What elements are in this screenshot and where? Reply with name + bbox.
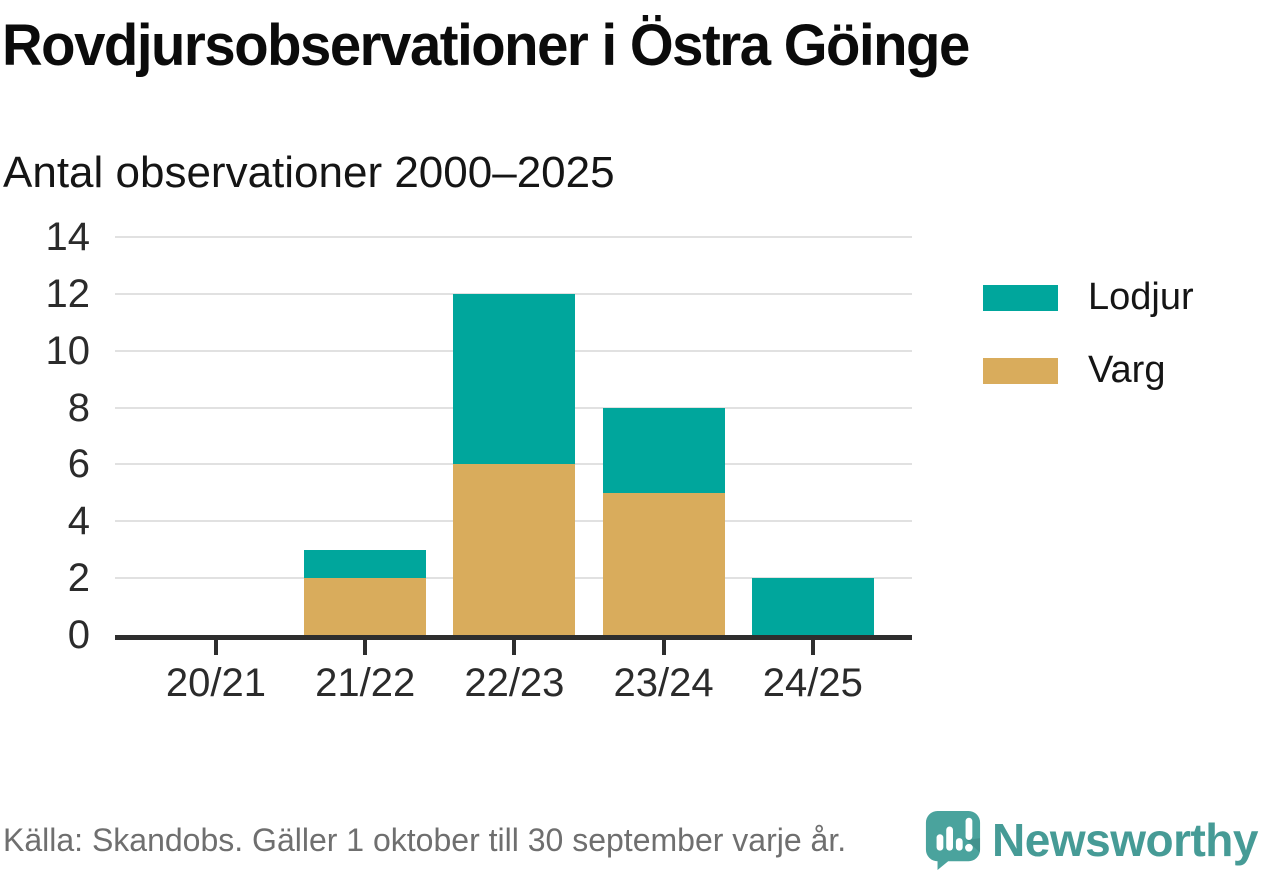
plot-area [115, 236, 912, 635]
legend-item: Lodjur [983, 276, 1194, 319]
bar-segment-varg [304, 578, 427, 635]
legend-swatch [983, 357, 1058, 384]
source-note: Källa: Skandobs. Gäller 1 oktober till 3… [3, 821, 847, 858]
bar-segment-varg [602, 492, 725, 635]
gridline [115, 292, 912, 295]
bar-segment-lodjur [304, 549, 427, 579]
x-axis-ticks [115, 237, 912, 707]
newsworthy-logo-icon [925, 811, 981, 870]
x-axis-tick [810, 640, 815, 655]
footer: Källa: Skandobs. Gäller 1 oktober till 3… [3, 809, 1258, 871]
chart-title: Rovdjursobservationer i Östra Göinge [2, 13, 970, 78]
x-axis-tick-label: 21/22 [315, 661, 416, 705]
gridline [115, 236, 912, 238]
x-axis-tick [661, 640, 666, 655]
y-axis-tick-label: 0 [67, 613, 90, 657]
y-axis-tick-label: 12 [45, 271, 91, 316]
bar-segment-lodjur [453, 293, 576, 465]
y-axis-labels: 0 2 4 6 8 10 12 14 [0, 217, 96, 655]
x-axis-tick [213, 640, 218, 655]
legend-swatch [983, 284, 1058, 311]
x-axis-tick [363, 640, 368, 655]
legend-item: Varg [983, 349, 1194, 392]
plot-wrap: 20/21 21/22 22/23 23/24 24/25 [115, 236, 912, 707]
bar-segment-lodjur [751, 578, 874, 635]
y-axis-tick-label: 2 [67, 556, 90, 601]
bar-segment-lodjur [602, 407, 725, 493]
chart-subtitle: Antal observationer 2000–2025 [3, 148, 615, 197]
x-axis-tick-label: 24/25 [762, 661, 863, 705]
legend: Lodjur Varg [983, 276, 1194, 422]
x-axis-labels: 20/21 21/22 22/23 23/24 24/25 [115, 237, 912, 707]
x-axis-tick-label: 23/24 [613, 661, 714, 705]
x-axis-tick [512, 640, 517, 655]
legend-label: Varg [1088, 349, 1166, 391]
brand-name: Newsworthy [992, 814, 1258, 866]
bar-segment-varg [453, 464, 576, 635]
brand: Newsworthy [924, 809, 1258, 871]
y-axis-tick-label: 8 [67, 385, 90, 430]
y-axis-tick-label: 4 [67, 499, 90, 544]
x-axis-line [115, 635, 912, 640]
legend-label: Lodjur [1088, 276, 1194, 318]
x-axis-tick-label: 20/21 [165, 661, 267, 705]
y-axis-tick-label: 10 [45, 328, 91, 373]
x-axis-tick-label: 22/23 [464, 661, 565, 705]
y-axis-tick-label: 6 [67, 442, 90, 487]
y-axis-tick-label: 14 [45, 215, 91, 259]
